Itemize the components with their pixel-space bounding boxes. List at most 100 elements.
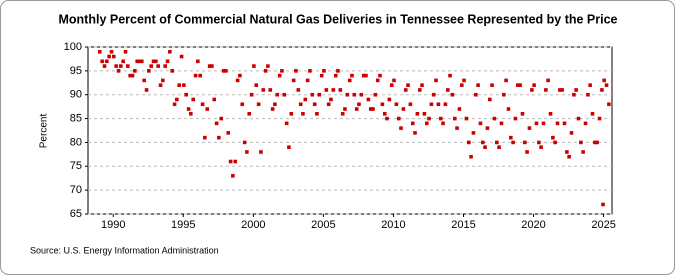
point (431, 92, 436, 97)
point (284, 121, 289, 126)
point (165, 59, 170, 64)
point (270, 107, 275, 111)
point (399, 126, 403, 130)
point (219, 116, 224, 121)
point (511, 140, 515, 145)
point (317, 92, 322, 97)
point (338, 88, 343, 92)
x-tick-label: 2025 (591, 219, 615, 231)
point (485, 126, 490, 130)
point (116, 69, 121, 73)
point (312, 102, 317, 107)
point (415, 112, 420, 116)
point (387, 97, 392, 102)
point (343, 107, 347, 111)
point (467, 140, 471, 145)
point (597, 116, 602, 121)
y-tick-label: 90 (70, 89, 82, 101)
point (488, 97, 492, 102)
point (504, 78, 508, 83)
point (303, 97, 308, 102)
point (149, 64, 153, 68)
point (438, 116, 443, 121)
point (333, 73, 338, 78)
point (380, 102, 385, 107)
point (261, 88, 266, 92)
point (100, 59, 104, 64)
x-tick-label: 2015 (451, 219, 475, 231)
point (352, 92, 357, 97)
point (429, 102, 434, 107)
x-tick-label: 2005 (311, 219, 335, 231)
point (490, 83, 494, 87)
point (408, 102, 413, 107)
point (359, 92, 364, 97)
point (364, 73, 368, 78)
point (282, 92, 287, 97)
point (263, 69, 268, 73)
point (196, 59, 200, 64)
point (403, 88, 408, 92)
point (366, 97, 371, 102)
y-tick-label: 85 (70, 112, 82, 124)
point (565, 150, 569, 154)
point (483, 145, 487, 149)
point (481, 140, 485, 145)
y-tick-label: 100 (64, 41, 82, 53)
point (401, 107, 406, 111)
point (602, 78, 606, 83)
point (576, 116, 581, 121)
x-tick-label: 2020 (521, 219, 545, 231)
point (144, 88, 149, 92)
point (296, 88, 301, 92)
point (406, 83, 410, 87)
point (357, 102, 361, 107)
point (179, 54, 184, 59)
point (450, 92, 455, 97)
point (172, 102, 177, 107)
point (445, 88, 450, 92)
point (287, 145, 291, 149)
point (151, 59, 156, 64)
x-tick-label: 1990 (101, 219, 125, 231)
point (291, 78, 296, 83)
point (523, 140, 527, 145)
point (104, 59, 109, 64)
point (135, 59, 139, 64)
point (198, 73, 203, 78)
point (375, 78, 380, 83)
point (530, 88, 534, 92)
point (553, 140, 557, 145)
point (125, 64, 130, 68)
point (520, 112, 525, 116)
point (389, 83, 394, 87)
point (294, 69, 298, 73)
point (268, 88, 273, 92)
point (254, 83, 259, 87)
x-tick-label: 1995 (171, 219, 195, 231)
point (382, 112, 387, 116)
point (259, 150, 263, 154)
point (534, 121, 539, 126)
point (525, 150, 529, 154)
point (422, 112, 427, 116)
point (562, 121, 567, 126)
point (537, 140, 541, 145)
point (273, 102, 277, 107)
point (137, 59, 142, 64)
point (516, 83, 520, 87)
x-tick-label: 2010 (381, 219, 405, 231)
point (567, 154, 571, 159)
point (102, 64, 107, 68)
point (266, 64, 270, 68)
point (560, 88, 564, 92)
point (424, 121, 429, 126)
point (555, 121, 560, 126)
point (310, 92, 315, 97)
point (478, 121, 483, 126)
point (228, 159, 233, 164)
point (410, 121, 415, 126)
point (305, 78, 310, 83)
point (221, 69, 226, 73)
point (588, 83, 592, 87)
